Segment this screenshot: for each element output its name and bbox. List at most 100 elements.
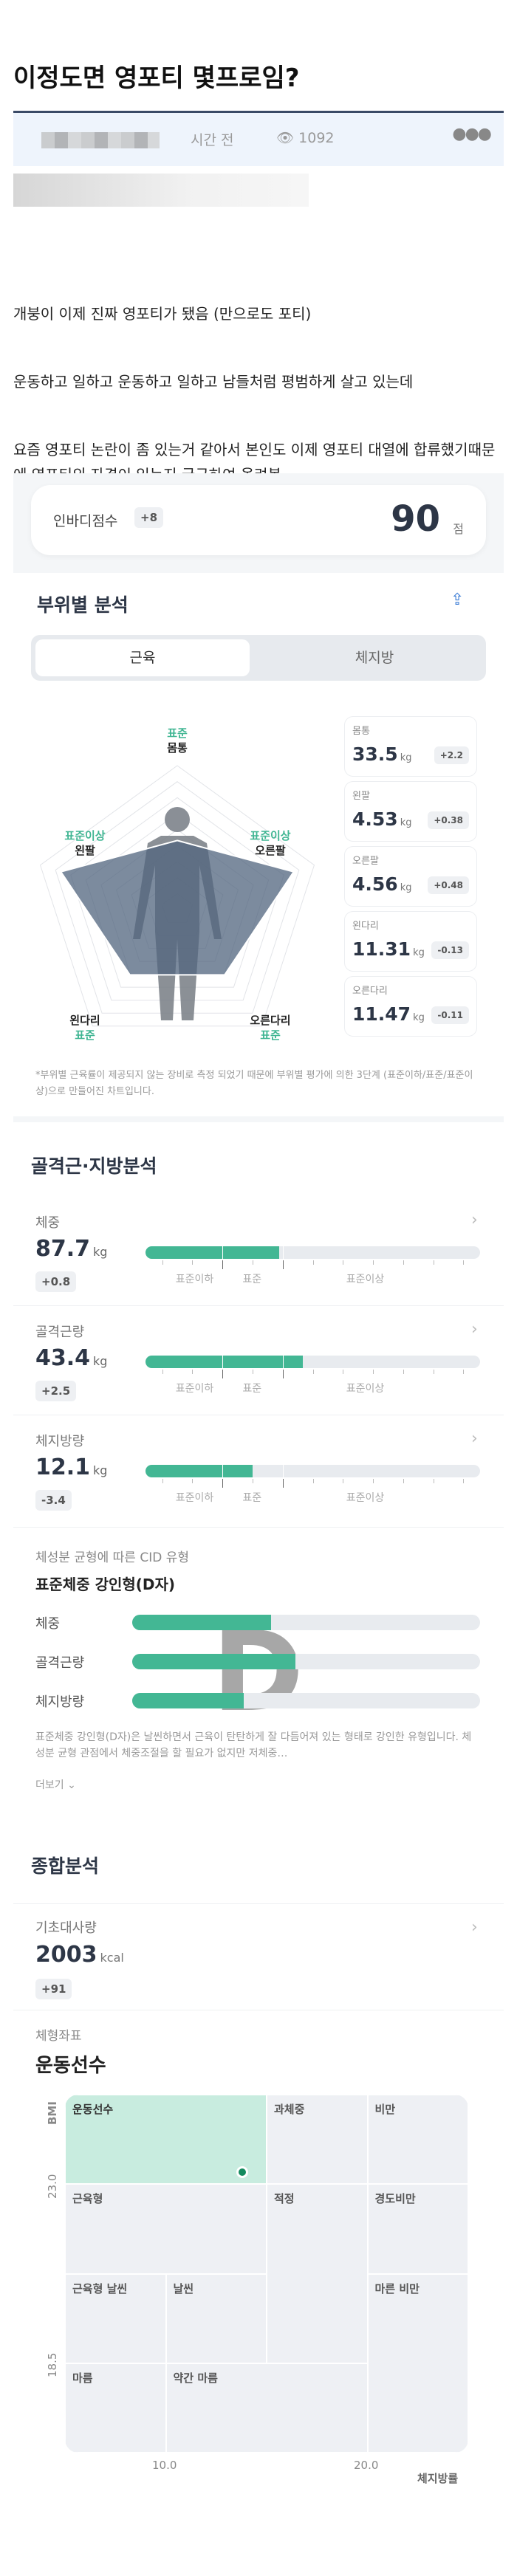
chevron-right-icon[interactable]: › xyxy=(471,1429,478,1448)
segment-name: 오른팔 xyxy=(352,856,379,867)
segment-card: 왼다리 11.31 kg -0.13 xyxy=(344,911,477,972)
tick xyxy=(403,1260,404,1265)
segment-number: 4.56 xyxy=(352,873,398,895)
bar-ticks xyxy=(145,1370,480,1378)
bmr-delta: +91 xyxy=(35,1979,72,1999)
scale-label: 표준이하 xyxy=(175,1383,214,1395)
body-type-region: 적정 xyxy=(267,2184,368,2363)
segment-value: 11.47 kg xyxy=(352,1003,425,1025)
analysis-bar xyxy=(145,1356,480,1368)
segment-unit: kg xyxy=(413,1012,425,1023)
cid-bar xyxy=(132,1654,480,1669)
post-paragraph: 개붕이 이제 진짜 영포티가 됐음 (만으로도 포티) xyxy=(13,305,312,323)
cid-bar-label: 골격근량 xyxy=(35,1655,85,1671)
analysis-value: 12.1 kg xyxy=(35,1454,107,1480)
radar-label-trunk: 표준 몸통 xyxy=(167,727,188,755)
analysis-value: 43.4 kg xyxy=(35,1345,107,1371)
cid-bar-label: 체중 xyxy=(35,1616,61,1632)
tick xyxy=(222,1370,224,1378)
tick xyxy=(312,1260,314,1265)
segment-number: 11.47 xyxy=(352,1003,411,1025)
redacted-area xyxy=(13,174,309,207)
divider xyxy=(13,1527,504,1528)
body-type-region: 근육형 날씬 xyxy=(65,2273,166,2363)
cid-bar-fill xyxy=(132,1654,296,1669)
analysis-label: 체지방량 xyxy=(35,1434,85,1449)
chevron-right-icon[interactable]: › xyxy=(471,1320,478,1339)
cid-bar-fill xyxy=(132,1615,272,1630)
analysis-unit: kg xyxy=(93,1463,108,1477)
tick xyxy=(373,1260,374,1265)
chevron-right-icon[interactable]: › xyxy=(471,1211,478,1229)
more-label: 더보기 xyxy=(35,1779,64,1791)
tick xyxy=(373,1370,374,1374)
scale-label: 표준이상 xyxy=(346,1274,385,1285)
bar-ticks xyxy=(145,1260,480,1269)
body-type-value: 운동선수 xyxy=(35,2055,106,2077)
radar-label-right-leg: 오른다리 표준 xyxy=(250,1014,291,1042)
cid-bar-label: 체지방량 xyxy=(35,1694,85,1710)
bar-segment-divider xyxy=(282,1246,284,1259)
eye-icon: 👁 xyxy=(276,130,295,146)
cid-subtitle: 체성분 균형에 따른 CID 유형 xyxy=(35,1550,189,1565)
segment-value: 4.56 kg xyxy=(352,873,411,895)
tick xyxy=(192,1479,194,1483)
scale-label: 표준이상 xyxy=(346,1383,385,1395)
body-type-point xyxy=(237,2167,248,2178)
scale-label: 표준이하 xyxy=(175,1274,214,1285)
analysis-unit: kg xyxy=(93,1245,108,1259)
segment-unit: kg xyxy=(400,882,412,893)
view-count-value: 1092 xyxy=(298,130,335,146)
scale-label: 표준 xyxy=(242,1274,262,1285)
body-type-region: 비만 xyxy=(367,2095,468,2185)
tick xyxy=(312,1370,314,1374)
segmental-radar-chart xyxy=(39,765,315,1027)
cid-title: 표준체중 강인형(D자) xyxy=(35,1576,176,1593)
cid-bar-fill xyxy=(132,1693,244,1708)
author-redacted xyxy=(41,132,160,148)
score-delta: +8 xyxy=(134,507,164,528)
tick xyxy=(282,1479,284,1488)
segment-name: 왼팔 xyxy=(352,791,370,802)
tick xyxy=(192,1370,194,1374)
tab-body-fat[interactable]: 체지방 xyxy=(355,650,394,666)
body-type-region: 날씬 xyxy=(165,2273,267,2363)
body-type-grid: 운동선수 과체중 비만 근육형 적정 경도비만 근육형 날씬 날씬 마른 비만 마름 약간 마름 xyxy=(65,2095,468,2453)
analysis-label: 체중 xyxy=(35,1215,61,1231)
tick xyxy=(403,1479,404,1483)
tab-muscle[interactable]: 근육 xyxy=(35,639,250,676)
body-type-region: 마른 비만 xyxy=(367,2273,468,2453)
analysis-delta: -3.4 xyxy=(35,1490,72,1511)
share-icon[interactable]: ⇪ xyxy=(451,591,465,609)
radar-data-polygon xyxy=(59,839,295,976)
more-button[interactable]: 더보기 ⌄ xyxy=(35,1777,76,1792)
segment-card: 오른다리 11.47 kg -0.11 xyxy=(344,976,477,1037)
bar-segment-divider xyxy=(222,1465,224,1477)
bar-segment-divider xyxy=(222,1356,224,1368)
segment-card: 몸통 33.5 kg +2.2 xyxy=(344,716,477,777)
analysis-unit: kg xyxy=(93,1354,108,1368)
chevron-down-icon: ⌄ xyxy=(67,1779,76,1791)
radar-label-left-leg: 왼다리 표준 xyxy=(69,1014,100,1042)
segment-delta: +0.48 xyxy=(428,876,469,894)
y-tick-label: 23.0 xyxy=(46,2174,59,2199)
post-title: 이정도면 영포티 몇프로임? xyxy=(13,63,300,93)
analysis-bar xyxy=(145,1246,480,1259)
body-type-region: 경도비만 xyxy=(367,2184,468,2274)
bmr-unit: kcal xyxy=(100,1951,124,1965)
chevron-right-icon[interactable]: › xyxy=(471,1918,478,1937)
segment-name: 몸통 xyxy=(352,726,370,737)
section-divider xyxy=(13,1116,504,1122)
analysis-number: 43.4 xyxy=(35,1345,91,1371)
bmr-label: 기초대사량 xyxy=(35,1920,97,1936)
analysis-bar-fill xyxy=(145,1465,253,1477)
bar-segment-divider xyxy=(282,1465,284,1477)
body-type-region: 과체중 xyxy=(267,2095,368,2185)
ellipsis-icon[interactable]: ●●● xyxy=(452,125,492,143)
radar-grid-ring xyxy=(70,797,284,1001)
tick xyxy=(282,1260,284,1269)
cid-type-letter: D xyxy=(212,1608,304,1737)
post-paragraph: 운동하고 일하고 운동하고 일하고 남들처럼 평범하게 살고 있는데 xyxy=(13,373,414,391)
divider xyxy=(13,1903,504,1904)
analysis-bar xyxy=(145,1465,480,1477)
